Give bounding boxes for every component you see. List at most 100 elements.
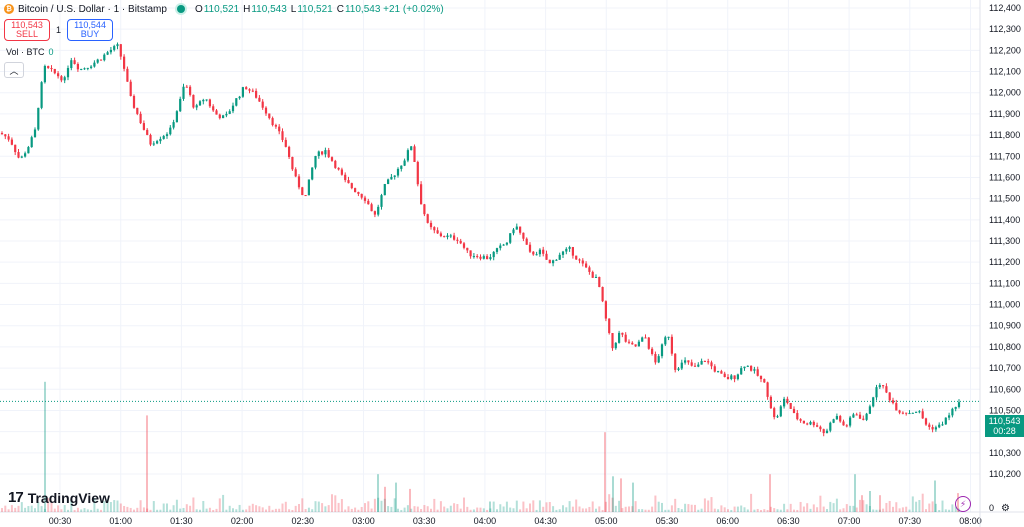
candle-body [898,410,901,413]
volume-bar [469,509,472,512]
x-tick-label: 04:30 [534,516,557,526]
volume-bar [100,509,102,512]
volume-spike [934,480,936,512]
volume-label: Vol · BTC [6,47,45,57]
candle-body [380,195,383,207]
ohlc-close-value: 110,543 +21 (+0.02%) [344,3,444,15]
candle-body [637,341,640,347]
volume-bar [142,507,145,512]
volume-bar [274,508,277,512]
volume-bar [595,508,597,512]
candle-body [80,68,83,70]
volume-bar [436,509,439,512]
volume-bar [496,509,498,512]
candle-body [14,144,17,153]
volume-bar [354,507,357,512]
volume-bar [628,506,630,512]
candle-body [750,365,753,371]
candle-body [528,244,532,252]
candle-body [248,89,251,91]
volume-bar [631,506,634,512]
volume-bar [568,501,571,512]
volume-bar [119,503,122,512]
volume-bar [809,508,812,512]
volume-bar [334,495,337,512]
candle-body [175,111,178,123]
candle-body [109,49,112,53]
volume-bar [4,505,7,512]
buy-button[interactable]: 110,544 BUY [67,19,114,41]
candle-body [129,81,132,96]
volume-bar [812,504,815,512]
candle-body [875,387,878,398]
volume-bar [538,500,541,512]
candle-body [96,59,99,63]
candle-body [647,337,650,349]
candle-body [301,187,304,196]
sell-button[interactable]: 110,543 SELL [4,19,50,41]
ohlc-high-value: 110,543 [251,3,287,15]
volume-bar [951,504,954,512]
volume-bar [466,506,469,512]
candle-body [723,373,726,378]
candle-body [307,179,310,196]
candle-body [839,416,842,422]
gear-icon[interactable]: ⚙ [1001,503,1010,514]
candle-body [24,153,27,157]
candle-body [86,67,89,69]
volume-spike [377,474,379,512]
volume-bar [423,505,426,512]
candle-body [400,165,403,169]
candle-body [806,423,809,425]
volume-bar [608,494,611,512]
lightning-icon[interactable]: ⚡ [955,496,971,512]
volume-bar [901,507,904,512]
volume-bar [934,503,937,512]
volume-bar [657,501,660,512]
candle-body [367,200,370,205]
candle-body [284,139,287,147]
volume-bar [327,505,330,512]
candle-body [545,253,548,260]
candle-body [205,99,208,101]
axis-zero-label: 0 [989,503,995,513]
volume-bar [756,508,759,512]
volume-bar [225,509,228,512]
volume-bar [697,509,700,512]
volume-bar [416,506,419,512]
candle-body [99,59,103,61]
candle-body [882,385,885,387]
y-tick-label: 112,400 [989,3,1021,13]
candle-body [720,371,723,374]
candle-body [179,98,182,112]
volume-bar [779,509,782,512]
candle-body [938,424,941,428]
candle-body [443,236,446,238]
candle-body [634,344,637,347]
candle-body [377,206,380,215]
candle-body [37,107,40,130]
candle-body [829,422,832,431]
collapse-legend-button[interactable]: ︿ [4,62,24,78]
volume-bar [872,509,875,512]
candle-body [429,222,433,228]
candle-body [548,259,551,264]
volume-bar [921,493,924,512]
candle-body [459,240,462,244]
volume-bar [265,509,267,512]
candle-body [228,111,231,114]
volume-bar [169,509,172,512]
volume-bar [938,509,941,512]
symbol-title[interactable]: Bitcoin / U.S. Dollar · 1 · Bitstamp [18,3,167,15]
candle-body [363,197,367,201]
candle-body [93,62,96,67]
volume-bar [159,509,162,512]
volume-bar [241,509,244,512]
tradingview-logo[interactable]: 17 TradingView [8,489,110,506]
volume-bar [575,499,578,512]
volume-bar [373,498,376,512]
candle-body [601,287,604,302]
volume-bar [350,508,353,512]
volume-bar [670,505,673,512]
